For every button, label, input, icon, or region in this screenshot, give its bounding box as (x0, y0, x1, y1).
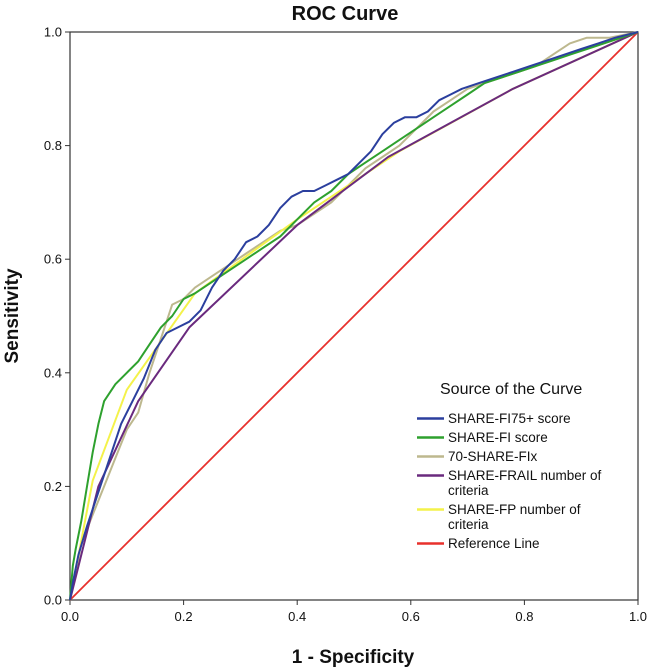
y-axis-label: Sensitivity (2, 268, 23, 363)
y-tick-label: 0.2 (44, 479, 62, 494)
legend-label-share-frail-number-of-criteria: SHARE-FRAIL number of criteria (448, 468, 602, 498)
y-tick-label: 0.0 (44, 593, 62, 608)
x-tick-label: 0.0 (61, 609, 79, 624)
x-tick-label: 0.2 (175, 609, 193, 624)
legend-label-share-fi-score: SHARE-FI score (448, 430, 548, 445)
legend-label-share-fi75-score: SHARE-FI75+ score (448, 411, 571, 426)
series-line-share-fi-score (69, 31, 639, 601)
series-line-reference-line (69, 31, 639, 601)
legend-label-70-share-fix: 70-SHARE-FIx (448, 449, 538, 464)
series-lines (69, 31, 639, 601)
legend-label-share-fp-number-of-criteria: SHARE-FP number of criteria (448, 502, 581, 532)
chart-title: ROC Curve (292, 3, 399, 25)
x-axis-label: 1 - Specificity (292, 647, 415, 668)
y-tick-label: 0.8 (44, 138, 62, 153)
legend-title: Source of the Curve (440, 381, 582, 398)
y-tick-label: 0.4 (44, 365, 62, 380)
x-tick-label: 0.6 (402, 609, 420, 624)
x-tick-label: 0.8 (515, 609, 533, 624)
legend: Source of the Curve SHARE-FI75+ score SHA… (417, 381, 602, 551)
y-tick-label: 0.6 (44, 252, 62, 267)
y-tick-label: 1.0 (44, 25, 62, 40)
axis-ticks: 0.0 0.2 0.4 0.6 0.8 1.0 0.0 0.2 0.4 0.6 0.8 1.0 (44, 25, 647, 625)
series-line-share-fi75-score (69, 31, 639, 601)
legend-label-reference-line: Reference Line (448, 536, 540, 551)
x-tick-label: 0.4 (288, 609, 306, 624)
x-tick-label: 1.0 (629, 609, 647, 624)
